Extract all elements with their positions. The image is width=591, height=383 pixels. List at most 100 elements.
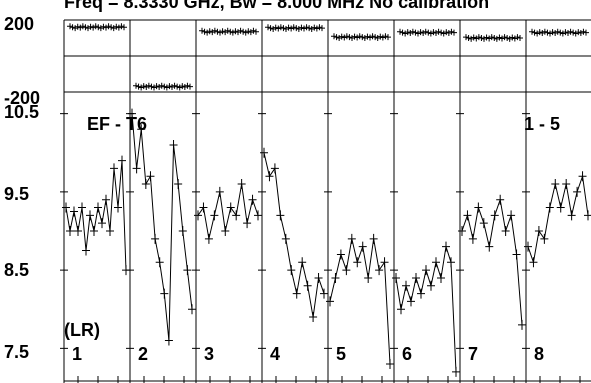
amp-point — [320, 288, 328, 299]
phase-point — [222, 29, 229, 36]
phase-point — [475, 34, 482, 41]
amp-point — [358, 241, 367, 252]
amp-point — [66, 226, 74, 236]
amp-point — [507, 210, 516, 221]
phase-point — [483, 34, 490, 41]
amp-point — [556, 202, 565, 213]
phase-point — [232, 28, 239, 35]
phase-point — [470, 34, 477, 41]
phase-point — [204, 29, 211, 36]
amp-series-line — [527, 176, 589, 265]
phase-point — [247, 29, 254, 36]
amp-point — [490, 210, 499, 221]
grid-layer — [60, 20, 581, 383]
phase-point — [409, 28, 416, 35]
amp-point — [82, 245, 90, 256]
amp-point — [458, 226, 466, 236]
phase-point — [451, 29, 457, 36]
phase-point — [298, 24, 305, 31]
amp-point — [407, 296, 415, 307]
phase-point — [372, 34, 379, 41]
phase-point — [430, 29, 437, 36]
phase-point — [427, 30, 434, 37]
phase-point — [552, 30, 559, 37]
amp-point — [347, 233, 356, 244]
phase-tick-label-bottom: -200 — [4, 88, 40, 108]
amp-point — [452, 366, 460, 377]
amp-point — [380, 257, 389, 268]
phase-point — [509, 34, 516, 41]
phase-point — [559, 30, 566, 37]
phase-point — [308, 26, 315, 32]
segment-label: 3 — [204, 344, 214, 364]
phase-point — [158, 82, 165, 89]
amp-point — [106, 226, 114, 236]
phase-point — [562, 29, 569, 36]
segment-label-layer: 1 2 3 4 5 6 7 8 — [72, 344, 544, 364]
phase-point — [473, 35, 480, 42]
plot-title: Freq = 8.3330 GHz, Bw = 8.000 MHz No cal… — [64, 0, 489, 12]
amp-point — [314, 272, 323, 283]
phase-point — [153, 83, 160, 90]
phase-point — [156, 84, 163, 91]
amp-tick-label-9.5: 9.5 — [4, 184, 29, 204]
amp-series-line — [263, 152, 325, 318]
phase-point — [174, 83, 181, 90]
phase-point — [69, 24, 76, 31]
phase-point — [211, 27, 218, 34]
amp-point — [215, 186, 224, 197]
phase-point — [176, 84, 183, 91]
phase-point — [135, 83, 142, 90]
phase-point — [570, 29, 577, 36]
phase-point — [285, 24, 292, 31]
amp-point — [562, 179, 571, 190]
amp-series-line — [197, 183, 259, 239]
phase-point — [303, 24, 310, 31]
phase-point — [306, 25, 313, 32]
amp-point — [427, 280, 435, 291]
amp-point — [501, 226, 510, 236]
phase-point — [346, 34, 353, 41]
amp-point — [90, 226, 98, 236]
amp-point — [260, 147, 268, 158]
amp-point — [573, 186, 582, 197]
phase-point — [481, 35, 487, 42]
segment-label: 8 — [534, 344, 544, 364]
phase-point — [206, 28, 213, 35]
phase-point — [404, 29, 411, 36]
phase-point — [67, 23, 73, 30]
phase-point — [417, 29, 424, 36]
amp-point — [137, 124, 146, 135]
phase-point — [565, 30, 571, 37]
amp-point — [132, 163, 141, 174]
amp-point — [281, 233, 290, 244]
phase-point — [87, 23, 94, 30]
amp-point — [78, 202, 86, 213]
phase-point — [541, 28, 548, 35]
amp-point — [336, 249, 345, 260]
amp-point — [524, 241, 532, 252]
amp-range-label: 1 - 5 — [524, 114, 560, 134]
amp-point — [567, 210, 576, 221]
phase-point — [567, 28, 574, 35]
amp-point — [70, 206, 78, 217]
phase-point — [385, 34, 391, 41]
amp-point — [551, 179, 560, 190]
phase-point — [499, 35, 505, 42]
phase-point — [549, 29, 556, 36]
amp-point — [512, 249, 521, 260]
phase-point — [100, 23, 107, 30]
phase-point — [184, 82, 191, 89]
amp-point — [309, 312, 318, 323]
amp-point — [529, 257, 538, 268]
phase-point — [201, 28, 208, 35]
phase-point — [374, 35, 381, 41]
phase-point — [402, 30, 409, 37]
phase-point — [133, 82, 139, 89]
amp-point — [412, 272, 420, 283]
amp-point — [114, 202, 122, 213]
amp-point — [188, 304, 196, 315]
phase-point — [572, 30, 579, 37]
amp-point — [463, 210, 472, 221]
